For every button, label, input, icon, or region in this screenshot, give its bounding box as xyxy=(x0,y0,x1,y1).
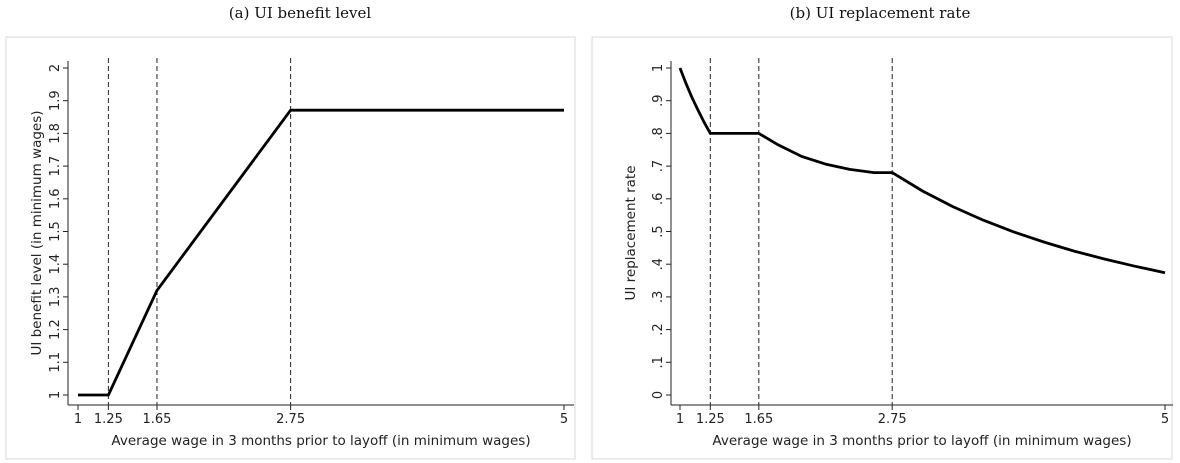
chart-b-y-tick-label-6: .6 xyxy=(651,193,666,205)
chart-a-x-tick-label-1: 1.25 xyxy=(94,412,123,427)
chart-a-x-tick-label-3: 2.75 xyxy=(276,412,305,427)
chart-a-x-tick-label-2: 1.65 xyxy=(142,412,171,427)
chart-a-xlabel: Average wage in 3 months prior to layoff… xyxy=(111,433,530,449)
chart-a-x-tick-label-4: 5 xyxy=(560,412,568,427)
chart-b-x-tick-label-2: 1.65 xyxy=(744,412,773,427)
chart-b-xlabel: Average wage in 3 months prior to layoff… xyxy=(712,433,1131,449)
chart-b-series-line-0 xyxy=(678,67,1166,275)
chart-a-y-tick-label-7: 1.7 xyxy=(48,156,63,177)
chart-b-x-tick-label-4: 5 xyxy=(1161,412,1169,427)
chart-a-ylabel: UI benefit level (in minimum wages) xyxy=(29,110,45,355)
chart-b-y-tick-label-10: 1 xyxy=(651,64,666,72)
chart-b-y-tick-label-3: .3 xyxy=(651,291,666,303)
chart-a-y-tick-label-8: 1.8 xyxy=(48,123,63,144)
chart-b-title: (b) UI replacement rate xyxy=(789,4,971,22)
chart-a-y-tick-label-4: 1.4 xyxy=(48,254,63,275)
chart-a-series-line-0 xyxy=(78,108,564,397)
chart-a-frame xyxy=(5,36,576,460)
chart-a-y-tick-label-10: 2 xyxy=(48,64,63,72)
chart-b-y-tick-label-5: .5 xyxy=(651,225,666,237)
chart-a-y-tick-label-3: 1.3 xyxy=(48,287,63,308)
chart-a-y-tick-label-1: 1.1 xyxy=(48,352,63,373)
chart-b-y-tick-label-0: 0 xyxy=(651,391,666,399)
chart-b-y-tick-label-4: .4 xyxy=(651,258,666,270)
chart-b-y-tick-label-9: .9 xyxy=(651,94,666,106)
chart-b-y-tick-label-8: .8 xyxy=(651,127,666,139)
chart-b-y-tick-label-7: .7 xyxy=(651,160,666,172)
chart-b-frame xyxy=(591,36,1173,460)
chart-a-y-tick-label-6: 1.6 xyxy=(48,188,63,209)
chart-a-y-tick-label-9: 1.9 xyxy=(48,90,63,111)
chart-b-x-tick-label-1: 1.25 xyxy=(696,412,725,427)
chart-a-y-tick-label-5: 1.5 xyxy=(48,221,63,242)
chart-a-y-tick-label-2: 1.2 xyxy=(48,319,63,340)
chart-b-ylabel: UI replacement rate xyxy=(623,165,639,300)
chart-b-y-tick-label-2: .2 xyxy=(651,323,666,335)
chart-a-plot: Average wage in 3 months prior to layoff… xyxy=(29,58,574,449)
chart-b-x-tick-label-3: 2.75 xyxy=(878,412,907,427)
chart-a-y-tick-label-0: 1 xyxy=(48,391,63,399)
chart-b-y-tick-label-1: .1 xyxy=(651,356,666,368)
chart-a-x-tick-label-0: 1 xyxy=(74,412,82,427)
chart-b-plot: Average wage in 3 months prior to layoff… xyxy=(623,58,1173,449)
chart-b-x-tick-label-0: 1 xyxy=(676,412,684,427)
chart-a-title: (a) UI benefit level xyxy=(228,4,372,22)
